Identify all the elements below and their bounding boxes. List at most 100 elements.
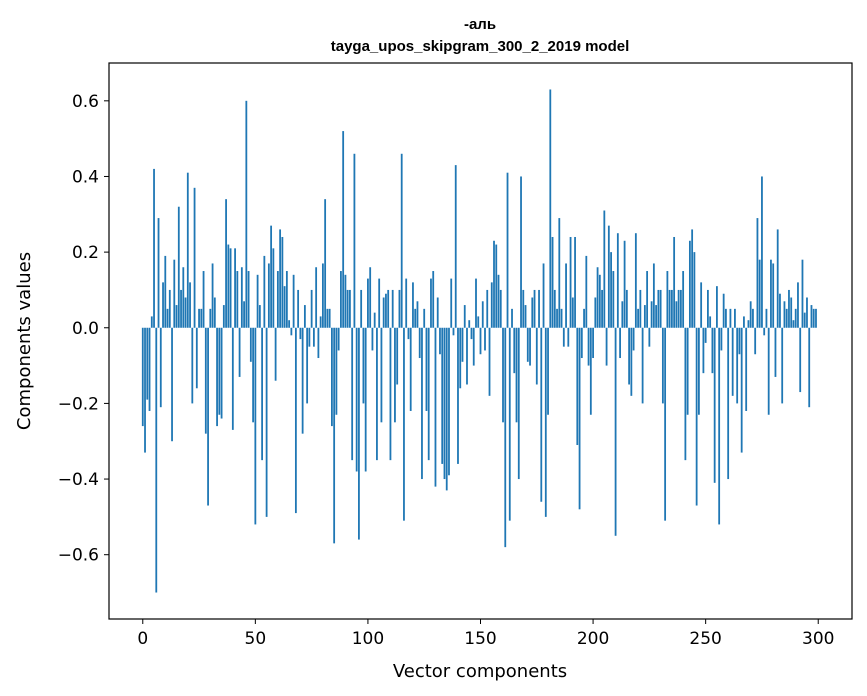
bar bbox=[677, 289, 680, 328]
bar bbox=[538, 289, 540, 328]
bar bbox=[234, 248, 236, 328]
bar bbox=[416, 301, 419, 328]
x-tick-label: 250 bbox=[689, 629, 721, 649]
bar bbox=[389, 327, 392, 461]
bar bbox=[164, 255, 167, 328]
bar bbox=[729, 308, 732, 328]
bar bbox=[168, 289, 171, 328]
x-axis-label: Vector components bbox=[393, 661, 567, 682]
bar bbox=[639, 289, 642, 328]
bar bbox=[776, 229, 779, 328]
bar bbox=[321, 263, 324, 328]
bar bbox=[211, 263, 214, 328]
bar bbox=[209, 308, 212, 328]
bar bbox=[749, 301, 752, 328]
bar bbox=[349, 289, 351, 328]
bar bbox=[612, 271, 615, 328]
bar bbox=[380, 327, 383, 423]
bar bbox=[718, 327, 721, 525]
bar bbox=[337, 327, 340, 351]
bar bbox=[558, 218, 561, 328]
bar bbox=[216, 327, 218, 427]
bar bbox=[630, 327, 633, 396]
bar bbox=[531, 297, 534, 328]
bar bbox=[452, 327, 455, 336]
bar bbox=[385, 293, 387, 328]
bar bbox=[756, 218, 759, 328]
bar bbox=[646, 271, 649, 328]
bar bbox=[418, 327, 421, 359]
bar bbox=[779, 293, 781, 328]
bar bbox=[511, 308, 513, 328]
bar bbox=[808, 327, 811, 408]
bar bbox=[596, 267, 599, 328]
bar bbox=[202, 271, 205, 328]
bar bbox=[146, 327, 149, 400]
bar bbox=[425, 327, 428, 411]
bar bbox=[783, 301, 786, 328]
bar bbox=[553, 289, 556, 328]
bar bbox=[243, 301, 245, 328]
bar bbox=[231, 327, 234, 430]
bar bbox=[549, 89, 552, 328]
bar bbox=[267, 263, 270, 328]
bar bbox=[508, 327, 511, 521]
y-tick-label: 0.6 bbox=[72, 92, 99, 112]
bar bbox=[274, 327, 277, 381]
chart-title: -аль tayga_upos_skipgram_300_2_2019 mode… bbox=[331, 16, 630, 55]
bar bbox=[603, 210, 606, 328]
x-axis-ticks: 0 50 100 150 200 250 300 bbox=[137, 619, 834, 649]
bar bbox=[727, 327, 730, 480]
bar bbox=[173, 259, 176, 328]
bar bbox=[175, 305, 178, 328]
bar bbox=[797, 282, 799, 328]
x-tick-label: 0 bbox=[137, 629, 148, 649]
chart-title-line1: -аль bbox=[464, 16, 496, 33]
bar bbox=[745, 327, 748, 411]
bar bbox=[790, 297, 793, 328]
bar bbox=[713, 327, 716, 483]
bar bbox=[643, 305, 646, 328]
bar bbox=[276, 271, 279, 328]
bar bbox=[421, 327, 423, 480]
bar bbox=[218, 327, 221, 415]
bar bbox=[493, 240, 495, 328]
bar bbox=[308, 327, 311, 347]
bar bbox=[578, 327, 581, 510]
bar bbox=[486, 289, 489, 328]
bar bbox=[306, 327, 309, 404]
bar bbox=[472, 327, 475, 366]
bar bbox=[407, 327, 410, 340]
bar bbox=[144, 327, 146, 453]
bar bbox=[675, 301, 678, 328]
bar bbox=[560, 308, 563, 328]
bar bbox=[502, 327, 504, 423]
bar bbox=[513, 327, 516, 374]
bar bbox=[702, 327, 705, 374]
bar bbox=[479, 327, 482, 355]
bar bbox=[619, 327, 621, 359]
bar bbox=[688, 240, 691, 328]
bar bbox=[657, 289, 660, 328]
bar bbox=[148, 327, 151, 411]
bar bbox=[623, 240, 626, 328]
bar bbox=[565, 263, 567, 328]
bar bbox=[466, 327, 468, 385]
bar bbox=[752, 308, 754, 328]
bar bbox=[734, 308, 736, 328]
bar bbox=[772, 263, 775, 328]
bar bbox=[376, 327, 378, 461]
y-tick-label: 0.0 bbox=[72, 319, 99, 339]
bar bbox=[499, 289, 502, 328]
bar bbox=[736, 327, 739, 404]
bar bbox=[171, 327, 173, 442]
bar bbox=[774, 327, 777, 377]
bar bbox=[725, 308, 727, 328]
bar bbox=[299, 327, 302, 340]
bar bbox=[475, 278, 477, 328]
bar bbox=[342, 131, 345, 328]
bar bbox=[340, 271, 342, 328]
bar bbox=[515, 327, 518, 423]
bar bbox=[189, 282, 191, 328]
bar bbox=[166, 308, 169, 328]
